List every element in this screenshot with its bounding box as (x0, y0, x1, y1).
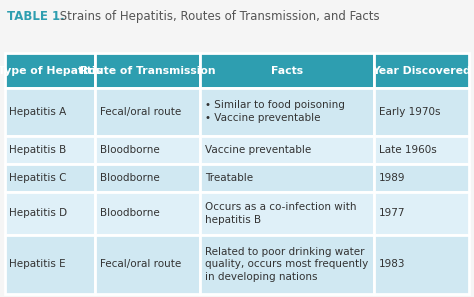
Text: Hepatitis D: Hepatitis D (9, 208, 68, 218)
Bar (200, 88, 374, 136)
Bar (5, 53, 95, 88)
Bar (95, 235, 200, 294)
Bar (200, 136, 374, 164)
Bar (95, 88, 200, 136)
Bar (95, 164, 200, 192)
Text: Hepatitis E: Hepatitis E (9, 259, 66, 269)
Text: Type of Hepatitis: Type of Hepatitis (0, 66, 102, 75)
Bar (95, 136, 200, 164)
Text: 1989: 1989 (379, 173, 405, 183)
Text: Treatable: Treatable (205, 173, 253, 183)
Text: Bloodborne: Bloodborne (100, 173, 160, 183)
Text: 1983: 1983 (379, 259, 405, 269)
Bar (374, 164, 469, 192)
Bar (200, 53, 374, 88)
Text: • Similar to food poisoning
• Vaccine preventable: • Similar to food poisoning • Vaccine pr… (205, 100, 345, 123)
Text: Hepatitis A: Hepatitis A (9, 107, 67, 117)
Bar (374, 53, 469, 88)
Bar (374, 88, 469, 136)
Text: Strains of Hepatitis, Routes of Transmission, and Facts: Strains of Hepatitis, Routes of Transmis… (55, 10, 379, 23)
Bar (95, 192, 200, 235)
Bar (5, 192, 95, 235)
Text: Bloodborne: Bloodborne (100, 208, 160, 218)
Text: Occurs as a co-infection with
hepatitis B: Occurs as a co-infection with hepatitis … (205, 202, 356, 225)
Text: Vaccine preventable: Vaccine preventable (205, 145, 311, 155)
Bar (5, 136, 95, 164)
Bar (95, 53, 200, 88)
Text: Hepatitis C: Hepatitis C (9, 173, 67, 183)
Text: Late 1960s: Late 1960s (379, 145, 437, 155)
Text: Related to poor drinking water
quality, occurs most frequently
in developing nat: Related to poor drinking water quality, … (205, 247, 368, 282)
Text: Year Discovered: Year Discovered (372, 66, 471, 75)
Text: Bloodborne: Bloodborne (100, 145, 160, 155)
Text: Early 1970s: Early 1970s (379, 107, 440, 117)
Bar (200, 235, 374, 294)
Bar (374, 235, 469, 294)
Text: Hepatitis B: Hepatitis B (9, 145, 67, 155)
Text: TABLE 1.: TABLE 1. (7, 10, 65, 23)
Text: 1977: 1977 (379, 208, 405, 218)
Bar (5, 235, 95, 294)
Bar (5, 88, 95, 136)
Bar (5, 164, 95, 192)
Bar (200, 192, 374, 235)
Text: Route of Transmission: Route of Transmission (80, 66, 215, 75)
Text: Facts: Facts (271, 66, 303, 75)
Text: Fecal/oral route: Fecal/oral route (100, 259, 182, 269)
Text: Fecal/oral route: Fecal/oral route (100, 107, 182, 117)
Bar (200, 164, 374, 192)
Bar (374, 136, 469, 164)
Bar (374, 192, 469, 235)
